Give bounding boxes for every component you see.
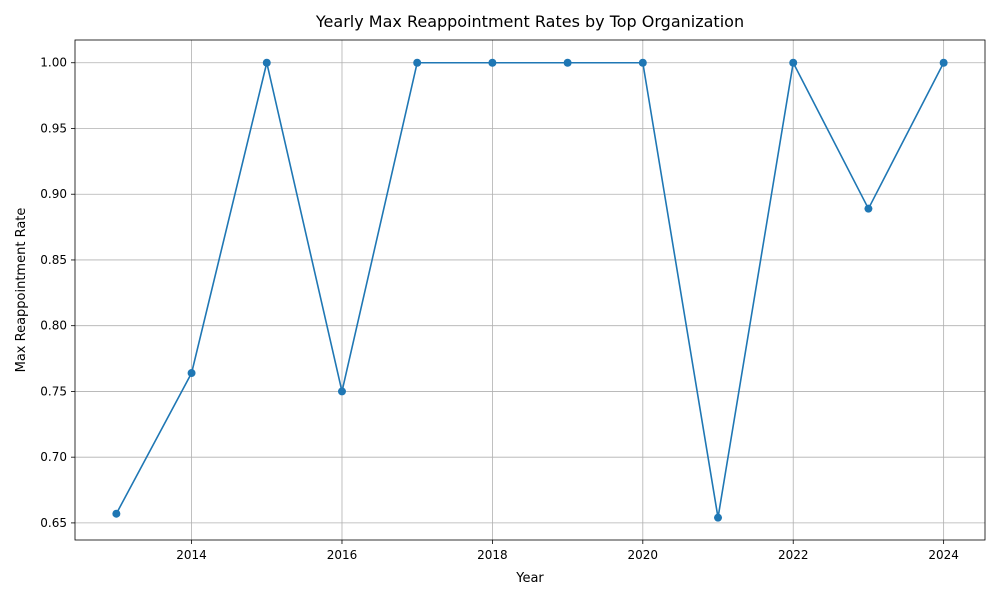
y-tick-label: 0.90 bbox=[40, 187, 67, 201]
y-tick-label: 0.65 bbox=[40, 516, 67, 530]
x-axis-label: Year bbox=[515, 571, 544, 586]
data-point bbox=[940, 59, 948, 67]
tick-layer: 2014 2016 2018 2020 2022 2024 0.65 0.70 0.75 0.80… bbox=[40, 56, 959, 562]
x-tick-label: 2024 bbox=[928, 548, 959, 562]
data-point bbox=[188, 369, 196, 377]
data-point bbox=[413, 59, 421, 67]
y-tick-label: 0.95 bbox=[40, 121, 67, 135]
y-tick-label: 0.85 bbox=[40, 253, 67, 267]
x-tick-label: 2014 bbox=[176, 548, 207, 562]
data-point bbox=[789, 59, 797, 67]
chart-title: Yearly Max Reappointment Rates by Top Or… bbox=[315, 12, 744, 31]
x-tick-label: 2022 bbox=[778, 548, 809, 562]
data-point bbox=[488, 59, 496, 67]
data-point bbox=[263, 59, 271, 67]
data-point bbox=[714, 514, 722, 522]
x-tick-label: 2020 bbox=[628, 548, 659, 562]
y-tick-label: 0.80 bbox=[40, 319, 67, 333]
data-point bbox=[338, 387, 346, 395]
series-line bbox=[116, 63, 943, 518]
data-point bbox=[639, 59, 647, 67]
y-tick-label: 0.75 bbox=[40, 384, 67, 398]
y-axis-label: Max Reappointment Rate bbox=[14, 208, 29, 373]
y-tick-label: 1.00 bbox=[40, 56, 67, 70]
x-tick-label: 2016 bbox=[327, 548, 358, 562]
y-tick-label: 0.70 bbox=[40, 450, 67, 464]
x-tick-label: 2018 bbox=[477, 548, 508, 562]
data-point bbox=[564, 59, 572, 67]
data-point bbox=[864, 205, 872, 213]
data-point bbox=[112, 510, 120, 518]
